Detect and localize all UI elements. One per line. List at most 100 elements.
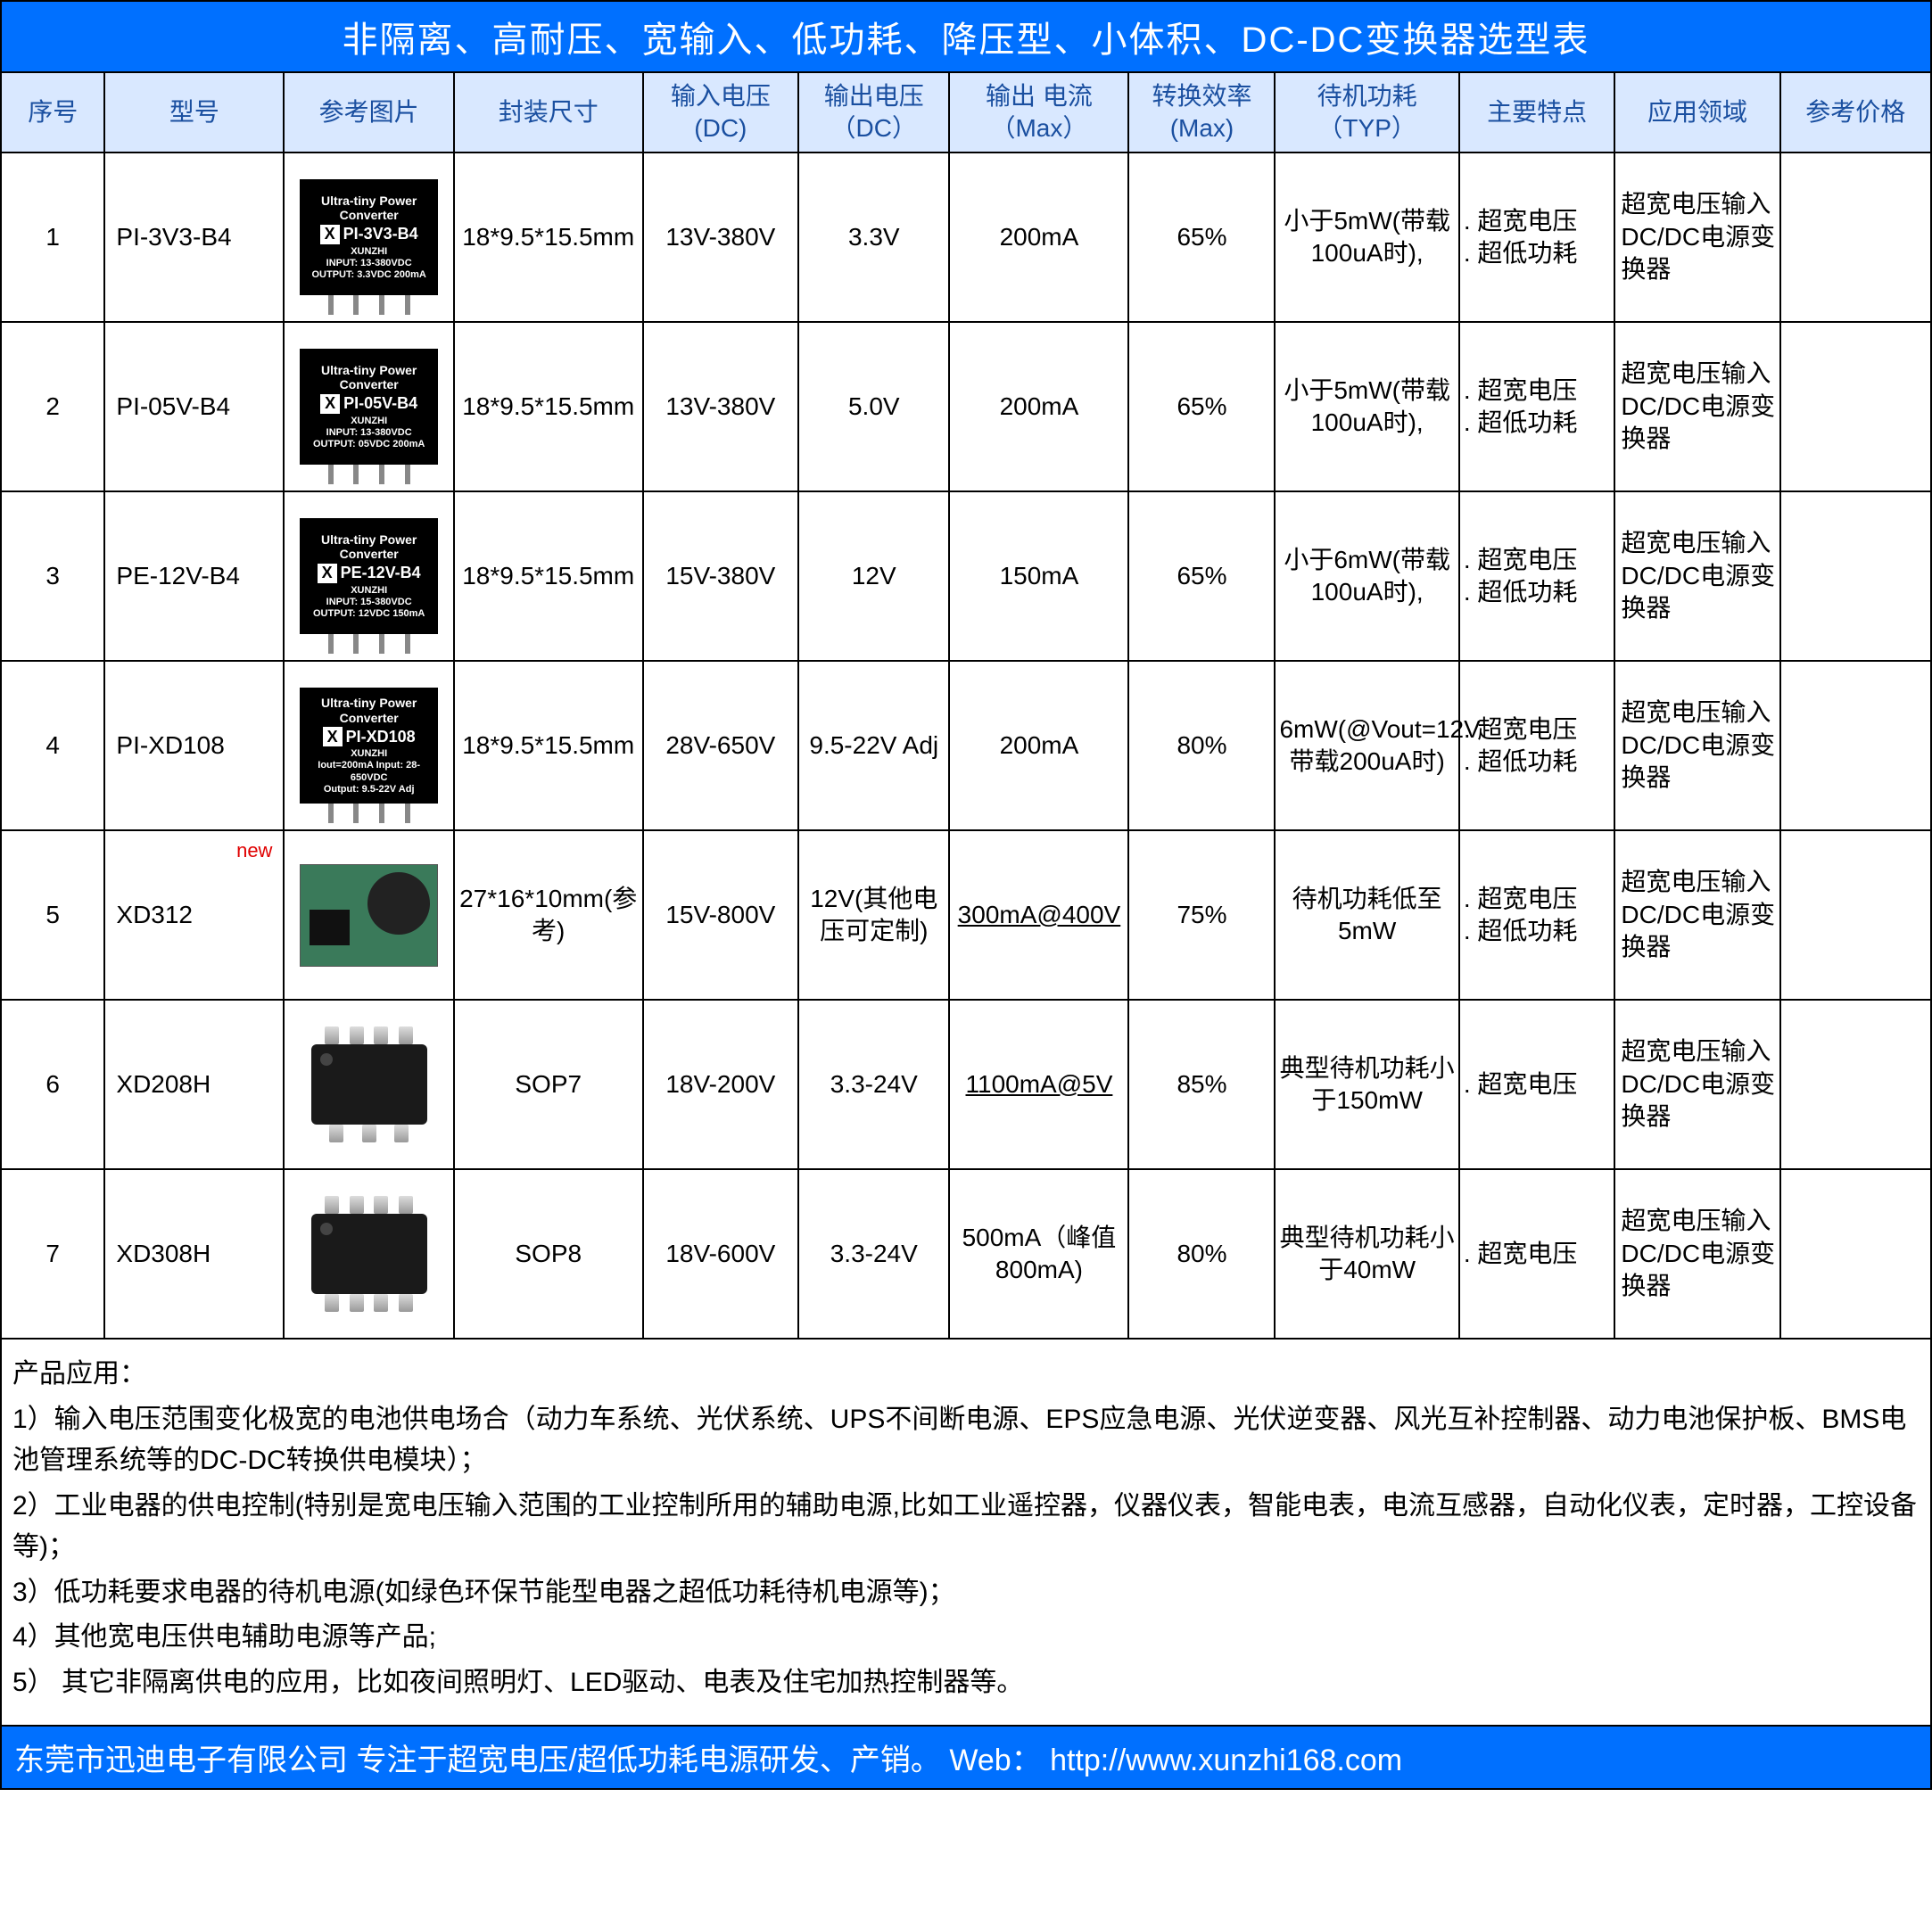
- cell-seq: 1: [1, 153, 104, 322]
- col-header-5: 输出电压（DC）: [798, 72, 949, 153]
- cell-model: XD308H: [104, 1169, 284, 1339]
- cell-pkg: 18*9.5*15.5mm: [454, 322, 643, 491]
- cell-feat: . 超宽电压: [1459, 1000, 1615, 1169]
- cell-model: XD312new: [104, 830, 284, 1000]
- cell-model: PI-05V-B4: [104, 322, 284, 491]
- table-row: 3 PE-12V-B4 Ultra-tiny Power Converter X…: [1, 491, 1931, 661]
- cell-eff: 75%: [1128, 830, 1275, 1000]
- new-tag: new: [236, 838, 272, 864]
- cell-standby: 典型待机功耗小于40mW: [1275, 1169, 1458, 1339]
- cell-vout: 3.3V: [798, 153, 949, 322]
- cell-iout: 500mA（峰值800mA): [949, 1169, 1128, 1339]
- cell-model: PI-XD108: [104, 661, 284, 830]
- col-header-3: 封装尺寸: [454, 72, 643, 153]
- note-item-5: 5） 其它非隔离供电的应用，比如夜间照明灯、LED驱动、电表及住宅加热控制器等。: [12, 1662, 1920, 1704]
- cell-feat: . 超宽电压. 超低功耗: [1459, 322, 1615, 491]
- cell-iout: 200mA: [949, 322, 1128, 491]
- cell-image: Ultra-tiny Power Converter XPI-XD108 XUN…: [284, 661, 453, 830]
- col-header-6: 输出 电流（Max）: [949, 72, 1128, 153]
- cell-vin: 18V-600V: [643, 1169, 799, 1339]
- cell-seq: 6: [1, 1000, 104, 1169]
- cell-seq: 5: [1, 830, 104, 1000]
- cell-standby: 小于5mW(带载100uA时),: [1275, 153, 1458, 322]
- cell-vin: 28V-650V: [643, 661, 799, 830]
- table-row: 6 XD208H SOP7 18V-200V 3.3-24V 1100mA@5V…: [1, 1000, 1931, 1169]
- cell-eff: 85%: [1128, 1000, 1275, 1169]
- cell-seq: 4: [1, 661, 104, 830]
- chip-image: [311, 1214, 427, 1294]
- table-row: 1 PI-3V3-B4 Ultra-tiny Power Converter X…: [1, 153, 1931, 322]
- cell-price: [1780, 322, 1931, 491]
- cell-standby: 小于5mW(带载100uA时),: [1275, 322, 1458, 491]
- cell-eff: 80%: [1128, 1169, 1275, 1339]
- col-header-4: 输入电压(DC): [643, 72, 799, 153]
- cell-standby: 6mW(@Vout=12V带载200uA时): [1275, 661, 1458, 830]
- notes-section: 产品应用： 1）输入电压范围变化极宽的电池供电场合（动力车系统、光伏系统、UPS…: [0, 1340, 1932, 1727]
- cell-pkg: 18*9.5*15.5mm: [454, 661, 643, 830]
- col-header-2: 参考图片: [284, 72, 453, 153]
- cell-standby: 待机功耗低至5mW: [1275, 830, 1458, 1000]
- cell-iout: 300mA@400V: [949, 830, 1128, 1000]
- cell-pkg: 18*9.5*15.5mm: [454, 491, 643, 661]
- cell-pkg: SOP7: [454, 1000, 643, 1169]
- cell-iout: 150mA: [949, 491, 1128, 661]
- cell-eff: 65%: [1128, 491, 1275, 661]
- note-item-3: 3）低功耗要求电器的待机电源(如绿色环保节能型电器之超低功耗待机电源等)；: [12, 1572, 1920, 1614]
- chip-image: Ultra-tiny Power Converter XPI-3V3-B4 XU…: [300, 179, 438, 295]
- cell-eff: 65%: [1128, 153, 1275, 322]
- cell-iout: 1100mA@5V: [949, 1000, 1128, 1169]
- footer-text: 东莞市迅迪电子有限公司 专注于超宽电压/超低功耗电源研发、产销。 Web：: [14, 1744, 1042, 1777]
- cell-image: Ultra-tiny Power Converter XPI-3V3-B4 XU…: [284, 153, 453, 322]
- cell-feat: . 超宽电压. 超低功耗: [1459, 830, 1615, 1000]
- cell-iout: 200mA: [949, 153, 1128, 322]
- cell-image: Ultra-tiny Power Converter XPE-12V-B4 XU…: [284, 491, 453, 661]
- cell-vin: 15V-800V: [643, 830, 799, 1000]
- cell-app: 超宽电压输入DC/DC电源变换器: [1614, 153, 1779, 322]
- cell-app: 超宽电压输入DC/DC电源变换器: [1614, 1000, 1779, 1169]
- table-row: 5 XD312new 27*16*10mm(参考) 15V-800V 12V(其…: [1, 830, 1931, 1000]
- chip-image: [311, 1044, 427, 1125]
- cell-vin: 13V-380V: [643, 322, 799, 491]
- table-row: 7 XD308H SOP8 18V-600V 3.3-24V 500mA（峰值8…: [1, 1169, 1931, 1339]
- cell-vout: 3.3-24V: [798, 1000, 949, 1169]
- col-header-0: 序号: [1, 72, 104, 153]
- cell-price: [1780, 1000, 1931, 1169]
- cell-pkg: 18*9.5*15.5mm: [454, 153, 643, 322]
- col-header-11: 参考价格: [1780, 72, 1931, 153]
- cell-vin: 13V-380V: [643, 153, 799, 322]
- cell-vout: 9.5-22V Adj: [798, 661, 949, 830]
- cell-feat: . 超宽电压: [1459, 1169, 1615, 1339]
- footer-url: http://www.xunzhi168.com: [1050, 1744, 1402, 1777]
- cell-image: [284, 1169, 453, 1339]
- cell-model: PI-3V3-B4: [104, 153, 284, 322]
- cell-vin: 18V-200V: [643, 1000, 799, 1169]
- cell-image: Ultra-tiny Power Converter XPI-05V-B4 XU…: [284, 322, 453, 491]
- cell-price: [1780, 1169, 1931, 1339]
- cell-model: XD208H: [104, 1000, 284, 1169]
- cell-vin: 15V-380V: [643, 491, 799, 661]
- chip-image: Ultra-tiny Power Converter XPI-XD108 XUN…: [300, 688, 438, 804]
- selection-table: 序号型号参考图片封装尺寸输入电压(DC)输出电压（DC）输出 电流（Max）转换…: [0, 71, 1932, 1340]
- cell-feat: . 超宽电压. 超低功耗: [1459, 661, 1615, 830]
- cell-app: 超宽电压输入DC/DC电源变换器: [1614, 1169, 1779, 1339]
- cell-feat: . 超宽电压. 超低功耗: [1459, 153, 1615, 322]
- chip-image: [300, 864, 438, 967]
- cell-iout: 200mA: [949, 661, 1128, 830]
- note-item-2: 2）工业电器的供电控制(特别是宽电压输入范围的工业控制所用的辅助电源,比如工业遥…: [12, 1486, 1920, 1569]
- cell-app: 超宽电压输入DC/DC电源变换器: [1614, 491, 1779, 661]
- cell-price: [1780, 153, 1931, 322]
- col-header-10: 应用领域: [1614, 72, 1779, 153]
- cell-vout: 12V: [798, 491, 949, 661]
- notes-heading: 产品应用：: [12, 1354, 1920, 1396]
- cell-app: 超宽电压输入DC/DC电源变换器: [1614, 322, 1779, 491]
- cell-image: [284, 1000, 453, 1169]
- note-item-1: 1）输入电压范围变化极宽的电池供电场合（动力车系统、光伏系统、UPS不间断电源、…: [12, 1399, 1920, 1482]
- cell-eff: 65%: [1128, 322, 1275, 491]
- col-header-9: 主要特点: [1459, 72, 1615, 153]
- cell-standby: 小于6mW(带载100uA时),: [1275, 491, 1458, 661]
- col-header-8: 待机功耗（TYP）: [1275, 72, 1458, 153]
- table-row: 4 PI-XD108 Ultra-tiny Power Converter XP…: [1, 661, 1931, 830]
- cell-image: [284, 830, 453, 1000]
- chip-image: Ultra-tiny Power Converter XPI-05V-B4 XU…: [300, 349, 438, 465]
- cell-seq: 2: [1, 322, 104, 491]
